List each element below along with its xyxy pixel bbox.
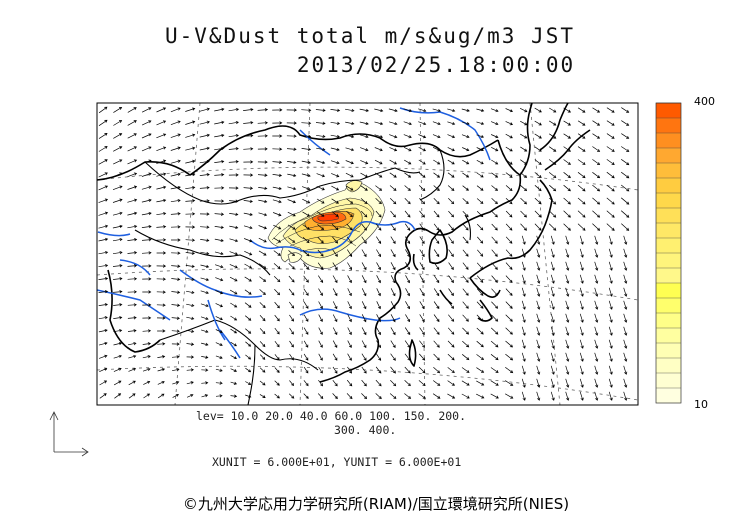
colorbar-swatch xyxy=(656,358,681,374)
colorbar-swatch xyxy=(656,133,681,149)
colorbar-swatch xyxy=(656,118,681,134)
contour-levels-line2: 300. 400. xyxy=(334,423,397,437)
colorbar-swatch xyxy=(656,328,681,344)
colorbar-swatch xyxy=(656,298,681,314)
wind-arrow-field xyxy=(98,106,630,401)
colorbar-swatch xyxy=(656,268,681,284)
colorbar-swatch xyxy=(656,223,681,239)
contour-levels-line1: lev= 10.0 20.0 40.0 60.0 100. 150. 200. xyxy=(196,409,467,423)
colorbar-swatch xyxy=(656,163,681,179)
colorbar-swatch xyxy=(656,388,681,404)
colorbar-swatch xyxy=(656,313,681,329)
colorbar-swatch xyxy=(656,373,681,389)
colorbar-min-label: 10 xyxy=(694,398,708,411)
colorbar-swatch xyxy=(656,208,681,224)
chart-title: U-V&Dust total m/s&ug/m3 JST xyxy=(164,24,575,48)
reference-arrow xyxy=(49,411,89,457)
colorbar-swatch xyxy=(656,148,681,164)
copyright-credit: ©九州大学応用力学研究所(RIAM)/国立環境研究所(NIES) xyxy=(182,495,570,513)
colorbar-swatch xyxy=(656,238,681,254)
colorbar xyxy=(656,102,681,404)
rivers xyxy=(97,107,491,359)
colorbar-swatch xyxy=(656,103,681,119)
colorbar-swatch xyxy=(656,178,681,194)
colorbar-swatch xyxy=(656,253,681,269)
wind-vectors xyxy=(98,106,630,401)
graticule xyxy=(97,103,638,405)
map-frame xyxy=(96,102,639,406)
timestamp: 2013/02/25.18:00:00 xyxy=(296,53,576,77)
colorbar-swatch xyxy=(656,283,681,299)
unit-scale-text: XUNIT = 6.000E+01, YUNIT = 6.000E+01 xyxy=(212,455,462,469)
colorbar-max-label: 400 xyxy=(694,95,715,108)
colorbar-swatch xyxy=(656,343,681,359)
colorbar-swatch xyxy=(656,193,681,209)
